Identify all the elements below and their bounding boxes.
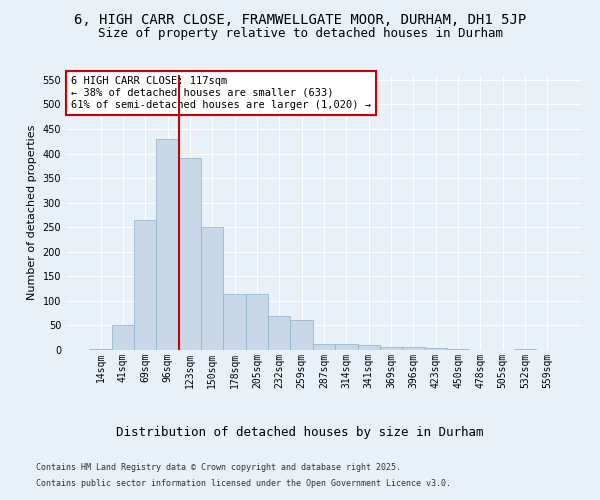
Text: Distribution of detached houses by size in Durham: Distribution of detached houses by size …: [116, 426, 484, 439]
Text: 6, HIGH CARR CLOSE, FRAMWELLGATE MOOR, DURHAM, DH1 5JP: 6, HIGH CARR CLOSE, FRAMWELLGATE MOOR, D…: [74, 12, 526, 26]
Bar: [223, 294, 246, 350]
Bar: [179, 158, 201, 350]
Bar: [380, 346, 402, 350]
Bar: [290, 320, 313, 350]
Bar: [313, 344, 335, 350]
Bar: [134, 220, 157, 350]
Bar: [268, 316, 290, 350]
Bar: [447, 349, 469, 350]
Bar: [201, 227, 223, 350]
Bar: [358, 345, 380, 350]
Bar: [112, 326, 134, 350]
Bar: [246, 294, 268, 350]
Bar: [89, 349, 112, 350]
Y-axis label: Number of detached properties: Number of detached properties: [27, 125, 37, 300]
Bar: [157, 139, 179, 350]
Text: Contains HM Land Registry data © Crown copyright and database right 2025.: Contains HM Land Registry data © Crown c…: [36, 464, 401, 472]
Text: Contains public sector information licensed under the Open Government Licence v3: Contains public sector information licen…: [36, 478, 451, 488]
Bar: [514, 349, 536, 350]
Text: Size of property relative to detached houses in Durham: Size of property relative to detached ho…: [97, 28, 503, 40]
Bar: [402, 347, 425, 350]
Bar: [425, 348, 447, 350]
Text: 6 HIGH CARR CLOSE: 117sqm
← 38% of detached houses are smaller (633)
61% of semi: 6 HIGH CARR CLOSE: 117sqm ← 38% of detac…: [71, 76, 371, 110]
Bar: [335, 344, 358, 350]
